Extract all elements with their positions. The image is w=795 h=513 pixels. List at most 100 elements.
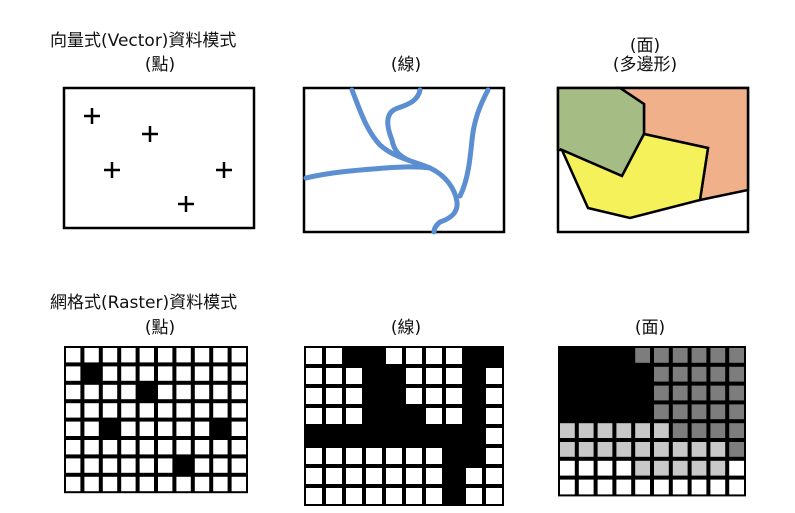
grid-cell xyxy=(616,404,632,420)
grid-cell xyxy=(121,458,136,473)
grid-cell xyxy=(121,403,136,418)
grid-cell xyxy=(346,468,362,484)
grid-cell xyxy=(578,385,594,401)
grid-cell xyxy=(672,423,688,438)
grid-cell xyxy=(102,421,118,436)
grid-cell xyxy=(213,458,228,473)
grid-cell xyxy=(386,448,402,464)
grid-cell xyxy=(194,440,210,455)
grid-cell xyxy=(366,348,382,364)
raster-polygon-grid xyxy=(558,346,746,497)
grid-cell xyxy=(158,366,173,381)
grid-cell xyxy=(326,468,342,484)
point-marker xyxy=(142,126,158,142)
vector-line-map xyxy=(302,86,506,235)
grid-cell xyxy=(326,448,342,464)
vector-polygon-map xyxy=(556,86,750,234)
grid-cell xyxy=(139,458,154,473)
grid-cell xyxy=(466,388,482,404)
grid-cell xyxy=(346,488,362,504)
grid-cell xyxy=(406,408,422,424)
grid-cell xyxy=(306,408,322,424)
grid-cell xyxy=(426,448,442,464)
grid-cell xyxy=(102,403,118,418)
grid-cell xyxy=(139,403,154,418)
grid-cell xyxy=(729,479,744,495)
grid-cell xyxy=(616,366,632,382)
grid-cell xyxy=(326,408,342,424)
grid-cell xyxy=(578,442,594,457)
grid-cell xyxy=(139,384,154,400)
grid-cell xyxy=(691,385,707,401)
grid-cell xyxy=(597,442,613,457)
grid-cell xyxy=(139,440,154,455)
grid-cell xyxy=(426,368,442,384)
grid-cell xyxy=(616,442,632,457)
vector-point-label: (點) xyxy=(144,55,176,75)
point-marker xyxy=(84,108,100,124)
grid-cell xyxy=(578,348,594,363)
grid-cell xyxy=(466,448,482,464)
grid-cell xyxy=(66,366,81,381)
grid-cell xyxy=(597,460,613,476)
raster-line-grid xyxy=(304,346,504,506)
grid-cell xyxy=(654,348,669,363)
grid-cell xyxy=(346,348,362,364)
yellow-polygon xyxy=(559,132,710,220)
grid-cell xyxy=(654,366,669,382)
grid-cell xyxy=(616,479,632,495)
grid-cell xyxy=(306,488,322,504)
grid-cell xyxy=(466,348,482,364)
grid-cell xyxy=(635,460,650,476)
grid-cell xyxy=(194,348,210,363)
grid-cell xyxy=(326,488,342,504)
grid-cell xyxy=(616,348,632,363)
grid-cell xyxy=(158,421,173,436)
raster-line-label: (線) xyxy=(390,318,422,338)
point-marker xyxy=(178,196,194,212)
grid-cell xyxy=(486,408,502,424)
grid-cell xyxy=(729,385,744,401)
grid-cell xyxy=(66,458,81,473)
grid-cell xyxy=(691,460,707,476)
grid-cell xyxy=(560,385,575,401)
grid-cell xyxy=(386,368,402,384)
vector-section-title: 向量式(Vector)資料模式 xyxy=(50,31,237,51)
grid-cell xyxy=(306,448,322,464)
grid-cell xyxy=(121,366,136,381)
grid-cell xyxy=(406,348,422,364)
grid-cell xyxy=(446,488,462,504)
grid-cell xyxy=(710,404,726,420)
grid-cell xyxy=(691,348,707,363)
grid-cell xyxy=(386,428,402,444)
grid-cell xyxy=(213,366,228,381)
grid-cell xyxy=(426,388,442,404)
grid-cell xyxy=(194,421,210,436)
grid-cell xyxy=(231,440,246,455)
grid-cell xyxy=(102,476,118,492)
grid-cell xyxy=(578,423,594,438)
vector-polygon-label: (面) xyxy=(629,36,661,56)
grid-cell xyxy=(306,428,322,444)
grid-cell xyxy=(213,403,228,418)
grid-cell xyxy=(710,385,726,401)
grid-cell xyxy=(560,348,575,363)
grid-cell xyxy=(366,468,382,484)
grid-cell xyxy=(616,385,632,401)
vector-point-map xyxy=(62,86,256,230)
grid-cell xyxy=(486,448,502,464)
grid-cell xyxy=(654,423,669,438)
grid-cell xyxy=(691,366,707,382)
grid-cell xyxy=(426,348,442,364)
grid-cell xyxy=(102,384,118,400)
grid-cell xyxy=(139,366,154,381)
grid-cell xyxy=(597,348,613,363)
grid-cell xyxy=(386,488,402,504)
grid-cell xyxy=(346,368,362,384)
grid-cell xyxy=(121,348,136,363)
grid-cell xyxy=(66,421,81,436)
vector-polygon-sublabel: (多邊形) xyxy=(612,55,678,75)
grid-cell xyxy=(231,421,246,436)
vector-line-label: (線) xyxy=(390,55,422,75)
grid-cell xyxy=(654,442,669,457)
